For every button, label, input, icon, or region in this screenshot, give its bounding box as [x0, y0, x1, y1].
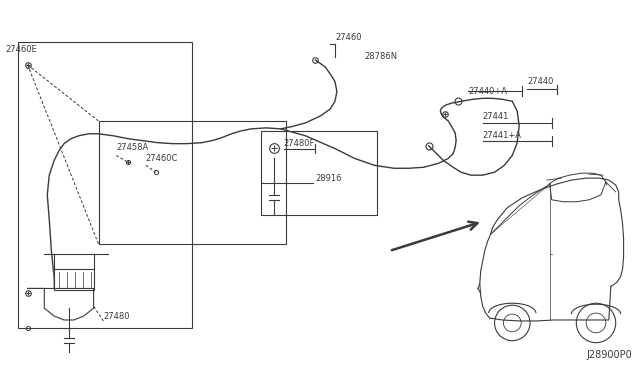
- Bar: [18, 42, 192, 328]
- Text: J28900P0: J28900P0: [586, 350, 632, 360]
- Text: 27441: 27441: [483, 112, 509, 121]
- Polygon shape: [28, 288, 93, 320]
- Text: 27460E: 27460E: [5, 45, 36, 54]
- Polygon shape: [54, 269, 93, 291]
- Text: 27441+A: 27441+A: [483, 131, 522, 140]
- Text: 28916: 28916: [316, 174, 342, 183]
- Text: 28786N: 28786N: [365, 52, 397, 61]
- Text: 27460: 27460: [335, 33, 362, 42]
- Text: 27480: 27480: [104, 311, 130, 321]
- Text: 27480F: 27480F: [284, 139, 315, 148]
- Bar: [261, 131, 378, 215]
- Text: 27440+A: 27440+A: [468, 87, 507, 96]
- Text: 27458A: 27458A: [116, 143, 148, 152]
- Text: 27460C: 27460C: [146, 154, 178, 163]
- Text: 27440: 27440: [527, 77, 554, 86]
- Bar: [99, 121, 285, 244]
